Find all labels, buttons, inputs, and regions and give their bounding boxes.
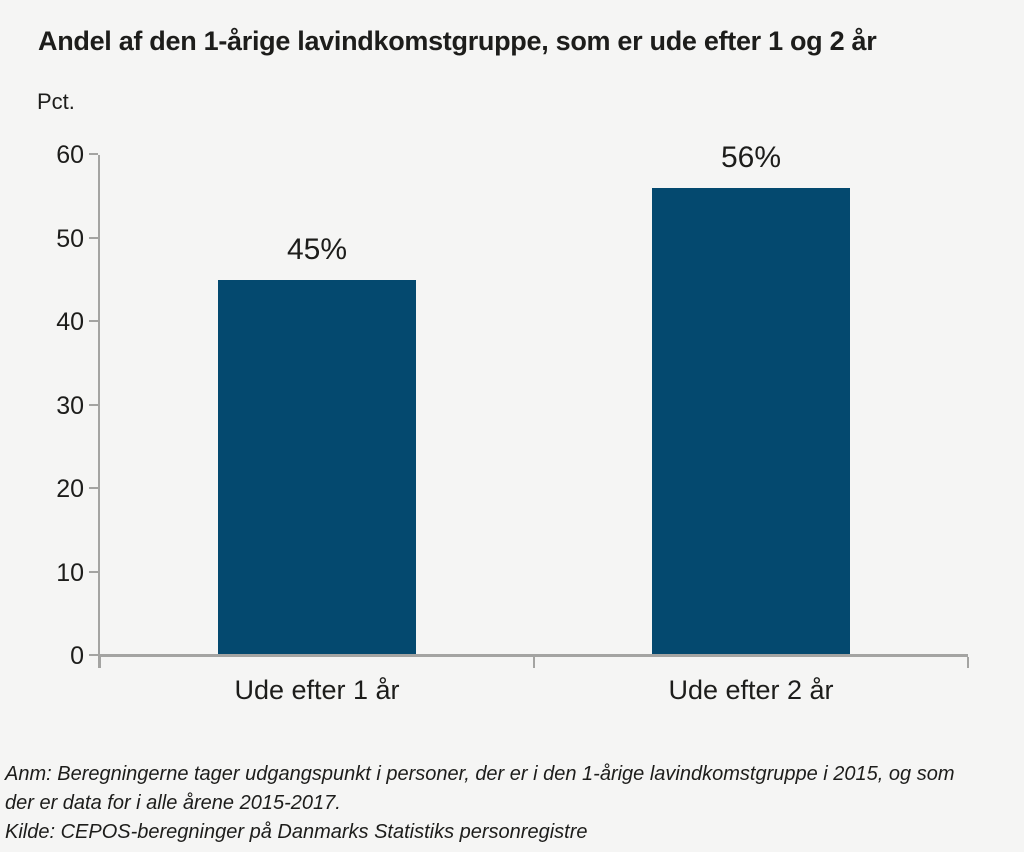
bar-value-label: 56% [720, 141, 782, 175]
y-axis-tick-label: 50 [56, 224, 84, 253]
x-axis-tick [967, 657, 969, 668]
y-axis-unit-label: Pct. [37, 89, 75, 114]
y-axis-tick-label: 60 [56, 141, 84, 169]
x-category-label: Ude efter 2 år [668, 675, 834, 705]
y-axis-tick-label: 30 [56, 391, 84, 420]
footnote-anm-line-1: Anm: Beregningerne tager udgangspunkt i … [5, 763, 955, 785]
bar [218, 280, 416, 656]
y-axis-tick-label: 40 [56, 308, 84, 336]
bar [652, 188, 850, 656]
y-axis-tick-label: 20 [56, 475, 84, 503]
footnote-source: Kilde: CEPOS-beregninger på Danmarks Sta… [5, 821, 588, 843]
y-axis-tick [89, 570, 98, 573]
x-axis-tick [533, 657, 535, 668]
bar-value-label: 45% [286, 233, 348, 267]
y-axis-tick [89, 153, 98, 155]
x-axis-line [100, 654, 968, 657]
chart-footnotes: Anm: Beregningerne tager udgangspunkt i … [5, 760, 1020, 847]
x-axis-tick [99, 657, 101, 668]
y-axis-tick [89, 236, 98, 239]
footnote-anm-line-2: der er data for i alle årene 2015-2017. [5, 792, 341, 814]
y-axis-tick [89, 320, 98, 322]
y-axis-line [98, 155, 100, 668]
y-axis-tick-label: 10 [56, 558, 84, 587]
chart-title: Andel af den 1-årige lavindkomstgruppe, … [38, 26, 877, 56]
y-axis-tick [89, 487, 98, 489]
y-axis-tick [89, 403, 98, 406]
y-axis-tick [89, 654, 98, 656]
x-category-label: Ude efter 1 år [234, 675, 400, 705]
y-axis-tick-label: 0 [70, 642, 84, 670]
